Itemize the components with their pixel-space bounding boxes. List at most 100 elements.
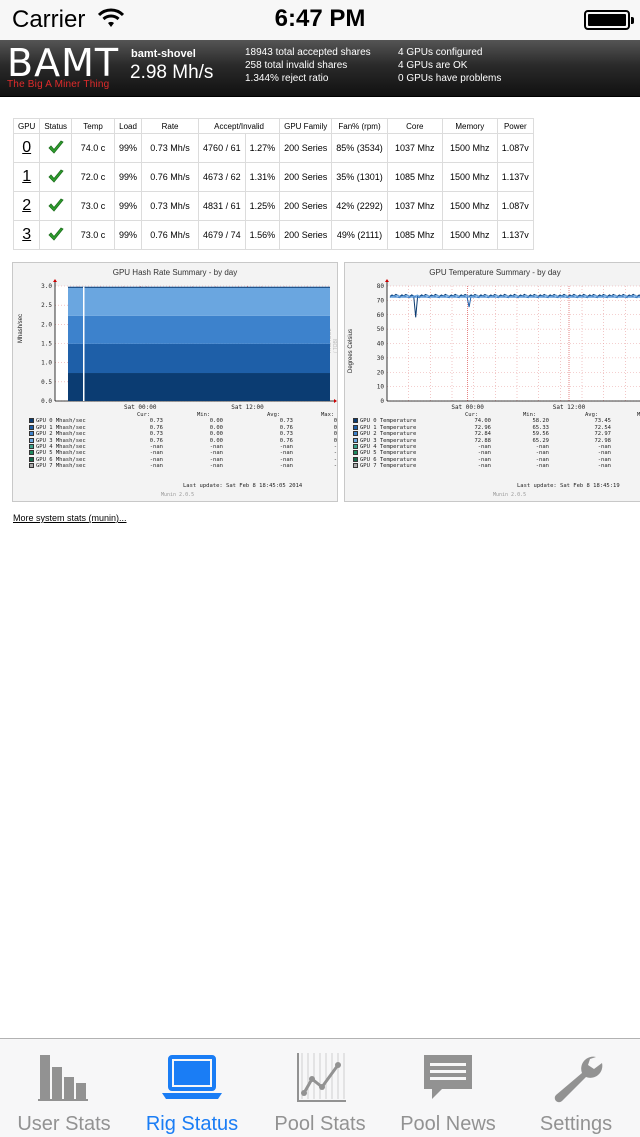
gpu-detail-link[interactable]: 1	[22, 168, 32, 185]
legend-value: -nan	[477, 456, 491, 463]
gpu-invalid-pct: 1.25%	[244, 191, 281, 221]
legend-value: 0.73	[279, 431, 293, 438]
gpu-rate: 0.73 Mh/s	[141, 191, 200, 221]
gpu-status	[39, 220, 73, 250]
gpu-accept: 4679 / 74	[198, 220, 246, 250]
gpu-load: 99%	[114, 133, 143, 163]
legend-entry: GPU 0 Temperature 74.00 58.20 73.45	[353, 418, 640, 424]
gpu-fan: 35% (1301)	[331, 162, 388, 192]
table-header-row: GPU Status Temp Load Rate Accept/Invalid…	[12, 118, 534, 134]
legend-value: 0.73	[333, 418, 338, 425]
gpu-detail-link[interactable]: 3	[22, 226, 32, 243]
gpu-power: 1.087v	[496, 133, 534, 163]
gpu-number[interactable]: 2	[12, 191, 41, 221]
gpu-family: 200 Series	[279, 220, 333, 250]
battery-icon	[584, 10, 634, 30]
gpu-status	[39, 162, 73, 192]
hashrate-plot: 0.0 0.5 1.0 1.5 2.0 2.5 3.0 Sat 00:00 Sat 12:00	[41, 279, 337, 411]
hashrate-graph[interactable]: GPU Hash Rate Summary - by day Mhash/sec…	[12, 262, 338, 502]
y-tick-label: 0	[380, 398, 384, 405]
table-row: 2 73.0 c 99% 0.73 Mh/s 4831 / 61 1.25% 200 Ser…	[12, 191, 534, 221]
tab-pool-stats-label: Pool Stats	[274, 1113, 366, 1135]
legend-swatch	[353, 463, 358, 469]
legend-value: 58.20	[532, 418, 549, 425]
legend-value: -nan	[333, 443, 338, 450]
legend-value: -nan	[149, 450, 163, 457]
col-status: Status	[39, 118, 73, 134]
gpu-status-table: GPU Status Temp Load Rate Accept/Invalid…	[12, 118, 534, 250]
legend-series-name: GPU 0 Mhash/sec	[36, 418, 86, 425]
col-fan: Fan% (rpm)	[331, 118, 388, 134]
legend-value: -nan	[535, 443, 549, 450]
checkmark-icon	[48, 140, 64, 154]
share-stats: 18943 total accepted shares 258 total in…	[245, 46, 371, 85]
legend-value: -nan	[597, 443, 611, 450]
legend-entry: GPU 2 Mhash/sec 0.73 0.00 0.73 0.73	[29, 431, 337, 438]
legend-col-header: Max:	[321, 412, 335, 418]
gpu-detail-link[interactable]: 2	[22, 197, 32, 214]
y-tick-label: 1.5	[41, 341, 52, 348]
y-tick-label: 50	[377, 326, 385, 333]
gpu-memory: 1500 Mhz	[441, 162, 498, 192]
gpu-memory: 1500 Mhz	[441, 191, 498, 221]
x-tick-label: Sat 00:00	[124, 404, 157, 411]
legend-col-header: Avg:	[267, 412, 281, 418]
legend-value: 0.76	[279, 437, 293, 444]
legend-series-name: GPU 1 Temperature	[360, 424, 417, 431]
col-gpu-family: GPU Family	[279, 118, 333, 134]
y-tick-label: 20	[377, 369, 385, 376]
gpu-family: 200 Series	[279, 133, 333, 163]
invalid-shares: 258 total invalid shares	[245, 60, 348, 71]
hashrate-last-update: Last update: Sat Feb 8 18:45:05 2014	[183, 483, 303, 489]
legend-value: -nan	[597, 450, 611, 457]
legend-swatch	[353, 437, 358, 443]
tab-settings[interactable]: Settings	[512, 1039, 640, 1137]
legend-value: 0.73	[279, 418, 293, 425]
gpu-core: 1085 Mhz	[386, 162, 443, 192]
legend-value: -nan	[209, 456, 223, 463]
wrench-icon	[554, 1056, 603, 1103]
clock: 6:47 PM	[274, 5, 366, 32]
tab-pool-news[interactable]: Pool News	[384, 1039, 512, 1137]
gpu-detail-link[interactable]: 0	[22, 139, 32, 156]
hashrate-area-gpu1	[68, 343, 330, 374]
gpu-family: 200 Series	[279, 162, 333, 192]
legend-col-header: Min:	[523, 412, 537, 418]
status-bar: Carrier 6:47 PM	[0, 0, 640, 40]
checkmark-icon	[48, 227, 64, 241]
gpu-number[interactable]: 3	[12, 220, 41, 250]
legend-swatch	[29, 443, 34, 449]
legend-entry: GPU 5 Mhash/sec -nan -nan -nan -nan	[29, 450, 337, 457]
temperature-graph[interactable]: GPU Temperature Summary - by day Degrees…	[344, 262, 640, 502]
gpu-rate: 0.73 Mh/s	[141, 133, 200, 163]
tab-user-stats[interactable]: User Stats	[0, 1039, 128, 1137]
bar-chart-icon	[38, 1055, 88, 1101]
legend-value: 0.00	[209, 424, 223, 431]
gpu-accept: 4760 / 61	[198, 133, 246, 163]
legend-swatch	[353, 424, 358, 430]
tab-pool-stats[interactable]: Pool Stats	[256, 1039, 384, 1137]
legend-series-name: GPU 5 Mhash/sec	[36, 450, 86, 457]
legend-entry: GPU 7 Temperature -nan -nan -nan	[353, 463, 640, 469]
rig-header: BAMT The Big A Miner Thing bamt-shovel 2…	[0, 40, 640, 97]
legend-series-name: GPU 5 Temperature	[360, 450, 417, 457]
gpu-power: 1.137v	[496, 162, 534, 192]
legend-entry: GPU 5 Temperature -nan -nan -nan	[353, 450, 640, 456]
gpu-number[interactable]: 1	[12, 162, 41, 192]
more-system-stats-link[interactable]: More system stats (munin)...	[13, 513, 127, 523]
gpu-power: 1.087v	[496, 191, 534, 221]
legend-value: -nan	[535, 463, 549, 470]
col-gpu: GPU	[12, 118, 41, 134]
legend-series-name: GPU 0 Temperature	[360, 418, 417, 425]
legend-value: 0.73	[333, 431, 338, 438]
gpus-problems: 0 GPUs have problems	[398, 73, 502, 84]
x-tick-label: Sat 12:00	[231, 404, 264, 411]
legend-entry: GPU 6 Temperature -nan -nan -nan	[353, 456, 640, 463]
tab-rig-status[interactable]: Rig Status	[128, 1039, 256, 1137]
legend-value: 72.97	[594, 431, 611, 438]
legend-series-name: GPU 2 Mhash/sec	[36, 431, 86, 438]
x-tick-label: Sat 00:00	[451, 404, 484, 411]
legend-value: -nan	[209, 443, 223, 450]
gpu-number[interactable]: 0	[12, 133, 41, 163]
legend-series-name: GPU 7 Temperature	[360, 463, 417, 470]
